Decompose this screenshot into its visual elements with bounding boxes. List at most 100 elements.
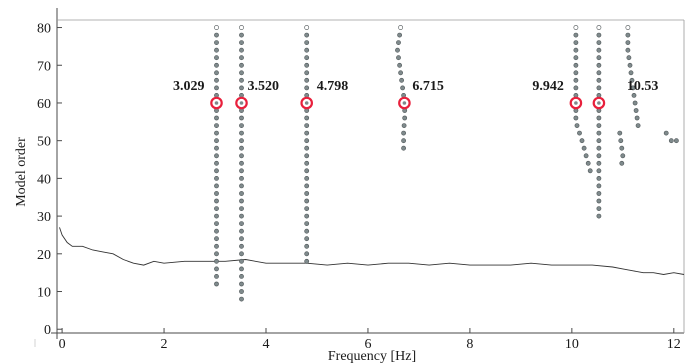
pole-marker (596, 85, 602, 91)
mode-center (597, 101, 601, 105)
pole-marker (304, 191, 310, 196)
pole-marker (214, 266, 219, 272)
mode-label: 3.520 (248, 79, 280, 94)
pole-marker (396, 40, 401, 45)
pole-marker (617, 130, 623, 136)
pole-marker (573, 32, 579, 38)
pole-marker (214, 85, 219, 91)
pole-marker (214, 70, 219, 76)
pole-marker (214, 198, 219, 204)
y-tick-label: 20 (37, 248, 51, 263)
y-tick-label: 50 (37, 135, 51, 150)
pole-marker (239, 228, 244, 234)
pole-marker (596, 40, 602, 45)
pole-marker (214, 273, 219, 279)
pole-marker (304, 243, 310, 249)
pole-marker (214, 115, 219, 121)
x-tick-label: 6 (364, 337, 371, 352)
x-tick-label: 0 (59, 337, 66, 352)
pole-marker (214, 228, 219, 234)
pole-marker (573, 115, 579, 121)
pole-marker (573, 47, 579, 53)
pole-marker (214, 175, 219, 181)
pole-marker (214, 40, 219, 45)
pole-marker (625, 32, 631, 38)
pole-marker (214, 77, 219, 83)
pole-marker (239, 183, 244, 189)
pole-marker (573, 70, 579, 76)
pole-marker (239, 130, 244, 136)
pole-marker (304, 183, 310, 189)
pole-marker (619, 160, 625, 166)
modes-layer: 3.029 3.520 4.798 6.715 9.942 10.53 (173, 79, 659, 110)
pole-marker (398, 70, 403, 76)
pole-marker (239, 281, 244, 287)
pole-marker (214, 183, 219, 189)
pole-marker (620, 153, 626, 159)
spectrum-layer (59, 227, 685, 275)
pole-marker (304, 236, 310, 242)
pole-marker (596, 138, 602, 144)
pole-marker (239, 70, 244, 76)
pole-marker (239, 138, 244, 144)
mode-label: 10.53 (627, 79, 659, 94)
x-tick-label: 4 (263, 337, 270, 352)
pole-marker (304, 115, 310, 121)
pole-marker (304, 145, 310, 151)
pole-marker (239, 40, 244, 45)
pole-marker (395, 47, 400, 53)
pole-marker (214, 243, 219, 249)
pole-marker (619, 145, 625, 151)
pole-marker (397, 32, 402, 38)
mode-label: 3.029 (173, 79, 205, 94)
pole-marker (214, 62, 219, 68)
mode-center (239, 101, 244, 105)
y-tick-label: 40 (37, 172, 51, 187)
pole-marker (668, 138, 674, 144)
pole-marker (304, 228, 310, 234)
pole-marker (239, 236, 244, 242)
pole-marker (630, 85, 636, 91)
pole-marker (625, 47, 631, 53)
pole-marker (239, 191, 244, 196)
pole-marker (596, 183, 602, 189)
pole-marker (596, 206, 602, 211)
pole-marker (239, 175, 244, 181)
pole-marker (573, 25, 579, 30)
pole-marker (399, 77, 404, 83)
y-tick-label: 30 (37, 210, 51, 225)
pole-marker (304, 160, 310, 166)
pole-marker (596, 62, 602, 68)
pole-marker (304, 213, 310, 219)
pole-marker (397, 62, 402, 68)
pole-marker (304, 25, 310, 30)
x-tick-label: 12 (667, 337, 681, 352)
pole-marker (239, 273, 244, 279)
pole-marker (596, 198, 602, 204)
mode-label: 4.798 (317, 79, 349, 94)
pole-marker (214, 191, 219, 196)
y-tick-label: 80 (37, 22, 51, 37)
y-tick-label: 10 (37, 286, 51, 301)
pole-marker (573, 40, 579, 45)
pole-marker (631, 93, 637, 98)
mode-center (304, 101, 309, 105)
pole-marker (214, 206, 219, 211)
pole-marker (304, 153, 310, 159)
pole-marker (304, 40, 310, 45)
pole-marker (304, 175, 310, 181)
pole-marker (214, 25, 219, 30)
pole-marker (596, 77, 602, 83)
mode-center (402, 101, 407, 105)
pole-marker (239, 243, 244, 249)
pole-marker (239, 62, 244, 68)
pole-marker (239, 251, 244, 257)
pole-marker (577, 130, 582, 136)
pole-marker (304, 85, 310, 91)
pole-marker (304, 123, 310, 128)
pole-marker (214, 123, 219, 128)
pole-marker (596, 175, 602, 181)
pole-marker (632, 100, 638, 106)
pole-marker (304, 55, 310, 61)
